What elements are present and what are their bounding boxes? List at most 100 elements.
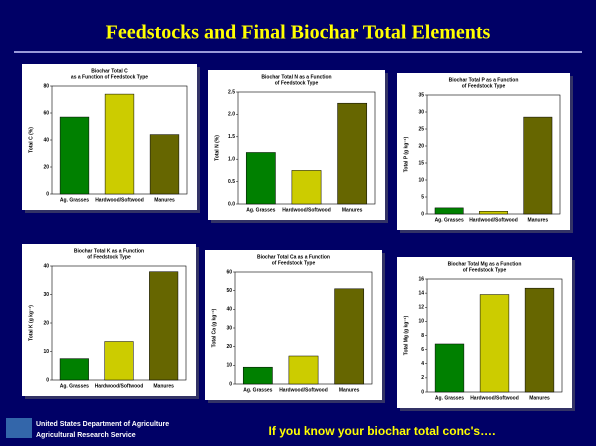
y-axis-label: Total Mg (g kg⁻¹) [403, 315, 409, 355]
y-tick-label: 0 [46, 377, 49, 383]
bar [523, 116, 553, 215]
x-tick-label: Manures [528, 217, 549, 223]
y-tick-label: 0.5 [228, 179, 235, 185]
x-tick-label: Manures [339, 387, 360, 393]
x-tick-label: Ag. Grasses [435, 395, 464, 401]
chart-title: Biochar Total P as a Function [449, 77, 519, 83]
y-tick-label: 20 [418, 143, 424, 149]
y-tick-label: 14 [418, 290, 424, 296]
y-tick-label: 10 [418, 177, 424, 183]
bar [149, 134, 180, 195]
y-tick-label: 1.5 [228, 134, 235, 140]
y-tick-label: 5 [421, 194, 424, 200]
x-tick-label: Ag. Grasses [246, 207, 275, 213]
y-tick-label: 30 [418, 109, 424, 115]
y-tick-label: 20 [226, 344, 232, 350]
bar [245, 152, 276, 205]
y-tick-label: 2 [421, 375, 424, 381]
x-tick-label: Manures [342, 207, 363, 213]
agency: United States Department of Agriculture [36, 421, 169, 428]
tagline: If you know your biochar total conc's…. [269, 424, 496, 438]
y-tick-label: 20 [43, 320, 49, 326]
x-tick-label: Manures [529, 395, 550, 401]
y-tick-label: 35 [418, 92, 424, 98]
x-tick-label: Ag. Grasses [243, 387, 272, 393]
x-tick-label: Ag. Grasses [60, 197, 89, 203]
bar [479, 211, 508, 215]
y-tick-label: 30 [43, 292, 49, 298]
chart-title: of Feedstock Type [462, 83, 506, 89]
logo [6, 418, 32, 438]
bar [59, 358, 89, 381]
bar [104, 93, 135, 195]
y-axis-label: Total C (%) [28, 127, 34, 153]
y-axis-label: Total Ca (g kg⁻¹) [211, 308, 217, 347]
y-tick-label: 2.0 [228, 112, 235, 118]
chart-title: Biochar Total Mg as a Function [448, 261, 522, 267]
x-tick-label: Manures [153, 383, 174, 389]
x-tick-label: Hardwood/Softwood [282, 207, 331, 213]
y-axis-label: Total P (g kg⁻¹) [403, 136, 409, 172]
x-tick-label: Hardwood/Softwood [95, 197, 144, 203]
chart-title: of Feedstock Type [275, 80, 319, 86]
x-tick-label: Ag. Grasses [60, 383, 89, 389]
chart-title: Biochar Total K as a Function [74, 248, 144, 254]
chart-title: of Feedstock Type [463, 267, 507, 273]
bar [149, 271, 179, 381]
y-tick-label: 16 [418, 276, 424, 282]
y-tick-label: 30 [226, 325, 232, 331]
chart-title: of Feedstock Type [272, 260, 316, 266]
chart-title: Biochar Total C [91, 68, 128, 74]
bar [288, 355, 319, 385]
y-tick-label: 40 [43, 137, 49, 143]
y-tick-label: 0.0 [228, 201, 235, 207]
y-tick-label: 1.0 [228, 157, 235, 163]
y-tick-label: 15 [418, 160, 424, 166]
y-tick-label: 10 [226, 363, 232, 369]
y-tick-label: 10 [418, 319, 424, 325]
y-tick-label: 4 [421, 361, 424, 367]
bar [334, 288, 365, 385]
y-tick-label: 80 [43, 83, 49, 89]
y-tick-label: 60 [226, 269, 232, 275]
x-tick-label: Ag. Grasses [435, 217, 464, 223]
y-tick-label: 8 [421, 333, 424, 339]
slide-title: Feedstocks and Final Biochar Total Eleme… [106, 22, 491, 44]
y-tick-label: 50 [226, 288, 232, 294]
bar [434, 207, 464, 215]
bar [291, 170, 322, 205]
y-tick-label: 20 [43, 164, 49, 170]
bar [434, 343, 465, 393]
x-tick-label: Hardwood/Softwood [470, 395, 519, 401]
y-axis-label: Total N (%) [214, 135, 220, 161]
chart-title: as a Function of Feedstock Type [71, 74, 148, 80]
x-tick-label: Hardwood/Softwood [469, 217, 518, 223]
x-tick-label: Hardwood/Softwood [95, 383, 144, 389]
bar [337, 102, 368, 205]
y-tick-label: 60 [43, 110, 49, 116]
bar [524, 287, 555, 393]
service: Agricultural Research Service [36, 432, 136, 439]
chart-title: Biochar Total Ca as a Function [257, 254, 330, 260]
y-tick-label: 12 [418, 305, 424, 311]
y-tick-label: 25 [418, 126, 424, 132]
y-tick-label: 40 [43, 263, 49, 269]
x-tick-label: Manures [154, 197, 175, 203]
y-tick-label: 10 [43, 349, 49, 355]
x-tick-label: Hardwood/Softwood [279, 387, 328, 393]
y-tick-label: 0 [46, 191, 49, 197]
bar [242, 366, 273, 385]
bar [104, 341, 134, 381]
y-tick-label: 0 [229, 381, 232, 387]
y-tick-label: 0 [421, 389, 424, 395]
chart-title: Biochar Total N as a Function [261, 74, 331, 80]
y-axis-label: Total K (g kg⁻¹) [28, 305, 34, 341]
y-tick-label: 2.5 [228, 89, 235, 95]
y-tick-label: 0 [421, 211, 424, 217]
bar [59, 116, 90, 195]
chart-title: of Feedstock Type [87, 254, 131, 260]
y-tick-label: 6 [421, 347, 424, 353]
bar [479, 294, 510, 393]
y-tick-label: 40 [226, 307, 232, 313]
